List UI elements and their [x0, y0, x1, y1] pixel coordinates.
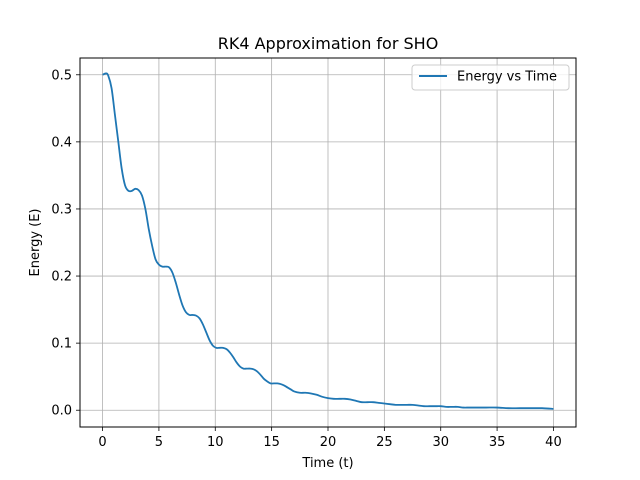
x-tick-label: 10 [207, 435, 224, 450]
legend: Energy vs Time [411, 64, 570, 91]
y-axis-label: Energy (E) [28, 208, 43, 276]
grid [80, 58, 576, 427]
series-line-energy [102, 72, 554, 410]
x-tick-label: 0 [98, 435, 106, 450]
y-tick-label: 0.5 [51, 68, 72, 83]
y-tick-label: 0.2 [51, 270, 72, 285]
legend-label: Energy vs Time [457, 70, 557, 85]
x-tick-label: 25 [376, 435, 393, 450]
series-layer [102, 72, 554, 410]
x-tick-label: 5 [155, 435, 163, 450]
x-tick-label: 20 [320, 435, 337, 450]
y-tick-label: 0.1 [51, 337, 72, 352]
ticks: 0 5 10 15 20 25 30 35 40 0.0 0.1 0.2 0.3 0.4 0.5 [51, 68, 561, 450]
chart-title: RK4 Approximation for SHO [218, 34, 439, 53]
legend-box [411, 64, 570, 91]
x-tick-label: 40 [545, 435, 562, 450]
x-tick-label: 35 [489, 435, 506, 450]
x-tick-label: 15 [263, 435, 280, 450]
y-tick-label: 0.3 [51, 202, 72, 217]
y-tick-label: 0.4 [51, 135, 72, 150]
y-tick-label: 0.0 [51, 404, 72, 419]
x-axis-label: Time (t) [301, 456, 353, 471]
x-tick-label: 30 [432, 435, 449, 450]
